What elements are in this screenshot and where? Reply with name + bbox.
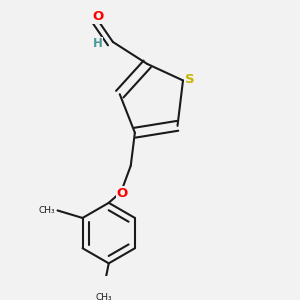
Text: O: O [117,187,128,200]
Text: H: H [93,37,103,50]
Text: CH₃: CH₃ [95,293,112,300]
Text: O: O [92,10,103,23]
Text: CH₃: CH₃ [38,206,55,215]
Text: S: S [185,73,195,85]
